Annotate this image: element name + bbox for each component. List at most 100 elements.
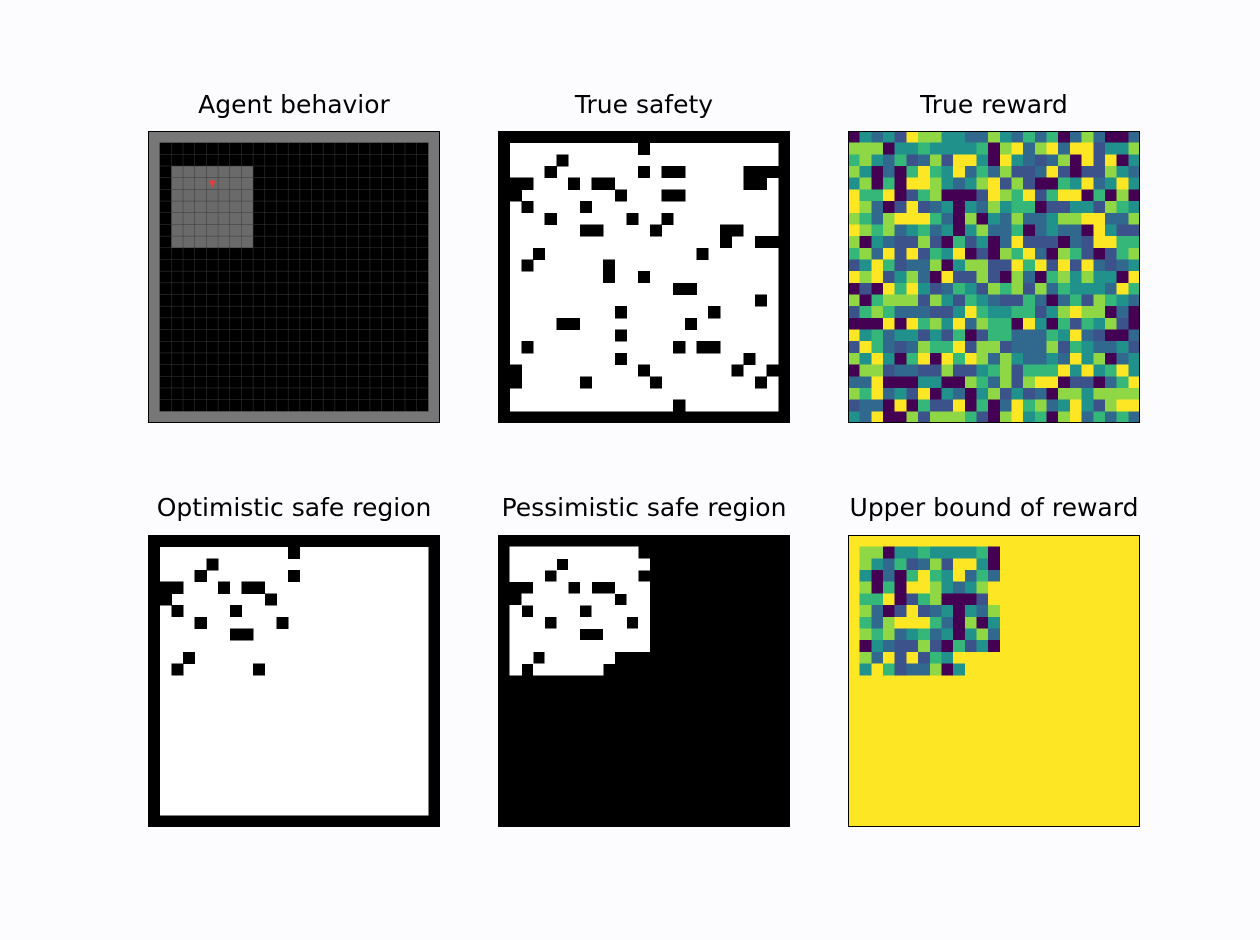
reward-cell bbox=[953, 605, 966, 618]
reward-cell bbox=[1104, 317, 1118, 330]
reward-cell bbox=[1023, 177, 1036, 190]
reward-cell bbox=[1011, 294, 1024, 307]
unsafe-cell bbox=[778, 282, 790, 295]
reward-cell bbox=[871, 142, 884, 155]
unsafe-cell bbox=[521, 411, 534, 423]
reward-cell bbox=[1023, 142, 1036, 155]
reward-cell bbox=[1058, 154, 1071, 167]
unsafe-cell bbox=[299, 815, 312, 827]
safe-cell bbox=[614, 558, 627, 571]
unsafe-cell bbox=[299, 535, 312, 548]
reward-cell bbox=[918, 294, 931, 307]
reward-cell bbox=[964, 317, 977, 330]
reward-cell bbox=[1104, 282, 1118, 295]
reward-cell bbox=[883, 259, 896, 272]
reward-cell bbox=[964, 271, 977, 284]
reward-cell bbox=[964, 376, 977, 389]
reward-cell bbox=[918, 177, 931, 190]
reward-cell bbox=[988, 411, 1001, 423]
reward-cell bbox=[1034, 224, 1047, 237]
reward-cell bbox=[906, 651, 919, 664]
reward-cell bbox=[964, 306, 977, 319]
reward-cell bbox=[1093, 376, 1106, 389]
reward-cell bbox=[1116, 399, 1129, 412]
reward-cell bbox=[1034, 376, 1047, 389]
reward-cell bbox=[1058, 399, 1071, 412]
reward-cell bbox=[848, 189, 861, 202]
reward-cell bbox=[1093, 387, 1106, 401]
reward-cell bbox=[964, 352, 977, 365]
reward-cell bbox=[1011, 341, 1024, 354]
reward-cell bbox=[1069, 294, 1082, 307]
unsafe-cell bbox=[416, 815, 429, 827]
reward-cell bbox=[929, 628, 942, 641]
reward-cell bbox=[906, 306, 919, 319]
reward-cell bbox=[883, 651, 896, 664]
reward-cell bbox=[1128, 329, 1140, 342]
safe-cell bbox=[544, 640, 557, 653]
reward-cell bbox=[1116, 224, 1129, 237]
reward-cell bbox=[1093, 154, 1106, 167]
reward-cell bbox=[894, 317, 907, 330]
unsafe-cell bbox=[778, 259, 790, 272]
unsafe-cell bbox=[649, 411, 662, 423]
reward-cell bbox=[1081, 306, 1094, 319]
reward-cell bbox=[1081, 177, 1094, 190]
unsafe-cell bbox=[334, 815, 347, 827]
unsafe-cell bbox=[498, 341, 511, 354]
reward-cell bbox=[906, 224, 919, 237]
panel-frame bbox=[848, 535, 1140, 827]
reward-cell bbox=[988, 605, 1001, 618]
reward-cell bbox=[1116, 376, 1129, 389]
unsafe-cell bbox=[148, 733, 161, 746]
unsafe-cell bbox=[778, 364, 790, 377]
reward-cell bbox=[1116, 271, 1129, 284]
unsafe-cell bbox=[731, 364, 744, 377]
reward-cell bbox=[894, 131, 907, 144]
unsafe-cell bbox=[171, 581, 184, 594]
reward-cell bbox=[999, 189, 1012, 202]
reward-cell bbox=[918, 593, 931, 606]
reward-cell bbox=[894, 628, 907, 641]
reward-cell bbox=[871, 593, 884, 606]
reward-cell bbox=[929, 352, 942, 365]
reward-cell bbox=[1128, 189, 1140, 202]
reward-cell bbox=[871, 387, 884, 401]
reward-cell bbox=[964, 212, 977, 225]
reward-cell bbox=[976, 399, 989, 412]
reward-cell bbox=[953, 399, 966, 412]
safe-cell bbox=[591, 651, 604, 664]
unsafe-cell bbox=[778, 201, 790, 214]
safe-cell bbox=[533, 605, 546, 618]
panel-frame bbox=[148, 131, 440, 423]
reward-cell bbox=[859, 271, 872, 284]
reward-cell bbox=[1116, 387, 1129, 401]
unsafe-cell bbox=[684, 282, 697, 295]
safe-cell bbox=[509, 616, 522, 629]
reward-cell bbox=[1093, 131, 1106, 144]
reward-cell bbox=[1058, 376, 1071, 389]
reward-cell bbox=[1069, 224, 1082, 237]
reward-cell bbox=[1093, 166, 1106, 179]
unsafe-cell bbox=[498, 294, 511, 307]
reward-cell bbox=[894, 376, 907, 389]
reward-cell bbox=[1023, 329, 1036, 342]
reward-cell bbox=[1116, 177, 1129, 190]
reward-cell bbox=[1128, 236, 1140, 249]
reward-cell bbox=[964, 581, 977, 594]
reward-cell bbox=[953, 387, 966, 401]
unsafe-cell bbox=[276, 815, 289, 827]
reward-cell bbox=[883, 329, 896, 342]
reward-cell bbox=[999, 166, 1012, 179]
reward-cell bbox=[918, 387, 931, 401]
safe-cell bbox=[591, 558, 604, 571]
reward-cell bbox=[1116, 154, 1129, 167]
reward-cell bbox=[1023, 201, 1036, 214]
reward-cell bbox=[848, 177, 861, 190]
reward-cell bbox=[1046, 201, 1059, 214]
reward-cell bbox=[871, 546, 884, 559]
reward-cell bbox=[848, 364, 861, 377]
unsafe-cell bbox=[708, 131, 721, 144]
safe-cell bbox=[556, 570, 569, 583]
reward-cell bbox=[883, 411, 896, 423]
